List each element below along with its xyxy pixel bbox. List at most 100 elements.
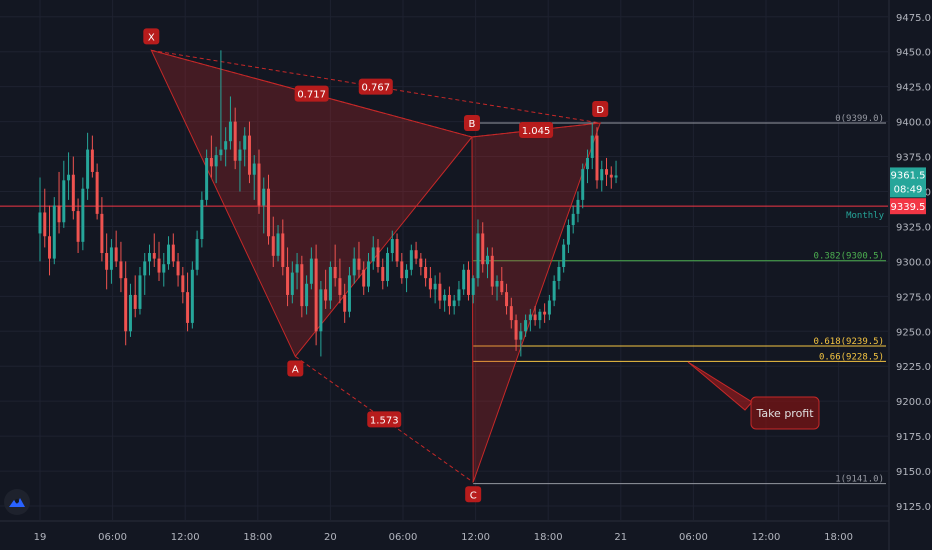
- candle-body: [67, 174, 71, 181]
- candle-body: [38, 212, 42, 234]
- candle-body: [538, 311, 542, 321]
- candle-body: [52, 205, 56, 259]
- candle-body: [486, 255, 490, 265]
- candle-body: [343, 294, 347, 312]
- pattern-ratio-line: [151, 49, 473, 138]
- candle-body: [309, 258, 313, 284]
- candle-body: [86, 149, 90, 189]
- candle-body: [390, 239, 394, 254]
- candle-body: [143, 261, 147, 276]
- price-axis[interactable]: 9475.09450.09425.09400.09375.09350.09325…: [888, 0, 931, 550]
- candle-body: [147, 253, 151, 262]
- candle-body: [495, 280, 499, 287]
- time-tick-label: 18:00: [534, 532, 563, 543]
- time-axis[interactable]: 19 06:00 12:00 18:00 20 06:00 12:00 18:00 21 06:0…: [0, 520, 889, 543]
- annotation-box: [750, 396, 820, 430]
- candle-body: [533, 314, 537, 321]
- point-label: C: [470, 490, 477, 501]
- candle-body: [471, 278, 475, 295]
- point-label: A: [292, 364, 299, 375]
- candle-body: [352, 258, 356, 276]
- point-label: B: [469, 119, 476, 130]
- ratio-label-box: [519, 122, 554, 138]
- candle-body: [609, 174, 613, 178]
- fib-level-label: 0.618(9239.5): [814, 337, 884, 347]
- take-profit-annotation[interactable]: Take profit: [687, 361, 820, 430]
- time-tick-label: 06:00: [389, 532, 418, 543]
- candle-body: [447, 294, 451, 307]
- annotation-pointer: [687, 361, 753, 411]
- candles: [38, 50, 618, 357]
- price-tick-label: 9175.0: [896, 432, 931, 443]
- candle-body: [324, 289, 328, 301]
- last-price-value: 9361.5: [891, 170, 926, 181]
- candle-body: [457, 289, 461, 301]
- candle-body: [305, 283, 309, 307]
- candle-body: [167, 244, 171, 265]
- candle-body: [224, 141, 228, 150]
- fib-level-label: 0.66(9228.5): [819, 352, 884, 362]
- candle-body: [119, 261, 123, 279]
- price-tick-label: 9475.0: [896, 13, 931, 24]
- candle-body: [243, 135, 247, 150]
- candle-body: [100, 213, 104, 254]
- candle-body: [105, 253, 109, 270]
- candle-body: [48, 236, 52, 259]
- candle-body: [328, 266, 332, 301]
- candle-body: [57, 205, 61, 223]
- candle-body: [509, 306, 513, 321]
- candle-body: [576, 199, 580, 214]
- monthly-price-badge: [890, 198, 926, 215]
- candle-body: [566, 225, 570, 245]
- candle-body: [133, 294, 137, 309]
- candle-body: [452, 300, 456, 307]
- candle-body: [428, 278, 432, 290]
- candle-body: [400, 261, 404, 279]
- candle-body: [595, 135, 599, 181]
- candle-body: [176, 261, 180, 276]
- candle-body: [290, 272, 294, 295]
- candle-body: [524, 320, 528, 332]
- candle-body: [433, 283, 437, 290]
- candle-body: [128, 294, 132, 332]
- candle-body: [252, 163, 256, 175]
- candle-body: [514, 320, 518, 340]
- candle-body: [171, 244, 175, 262]
- candle-body: [419, 258, 423, 267]
- candle-body: [481, 233, 485, 265]
- candle-body: [138, 275, 142, 309]
- candle-body: [338, 278, 342, 295]
- candle-body: [319, 289, 323, 332]
- candle-body: [124, 278, 128, 332]
- candle-body: [43, 212, 47, 237]
- time-tick-label: 18:00: [824, 532, 853, 543]
- candle-body: [200, 199, 204, 240]
- monthly-level: Monthly: [0, 205, 888, 221]
- candle-body: [262, 188, 266, 206]
- point-label-box: [143, 28, 160, 45]
- last-price-countdown: 08:49: [894, 184, 923, 195]
- monthly-price-value: 9339.5: [891, 202, 926, 213]
- time-tick-label: 12:00: [171, 532, 200, 543]
- candle-body: [90, 149, 94, 172]
- ratio-label: 1.045: [522, 126, 551, 137]
- point-label-box: [463, 114, 480, 131]
- candle-body: [195, 239, 199, 270]
- point-label-box: [465, 486, 482, 503]
- candle-body: [71, 174, 75, 212]
- candle-body: [600, 169, 604, 181]
- candle-body: [233, 121, 237, 161]
- candle-body: [257, 163, 261, 206]
- price-tick-label: 9300.0: [896, 257, 931, 268]
- candle-body: [281, 233, 285, 267]
- tradingview-logo-icon[interactable]: [4, 489, 30, 515]
- candle-body: [190, 269, 194, 323]
- time-tick-label: 06:00: [679, 532, 708, 543]
- price-tick-label: 9325.0: [896, 222, 931, 233]
- fib-level-label: 0(9399.0): [835, 114, 884, 124]
- price-tick-label: 9200.0: [896, 397, 931, 408]
- candle-body: [247, 135, 251, 175]
- point-label-box: [592, 101, 609, 118]
